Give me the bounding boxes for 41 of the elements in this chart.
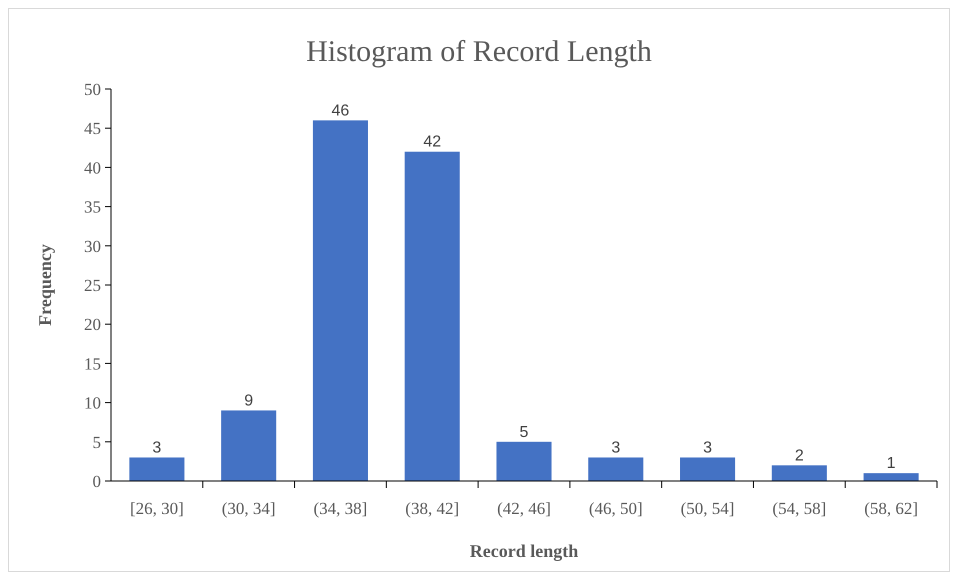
y-tick-label: 40 [84,158,101,178]
data-label: 2 [794,447,804,464]
bar [864,473,919,481]
x-axis-title: Record length [470,541,578,561]
y-tick-label: 35 [84,198,101,217]
bar [772,465,827,481]
data-label: 9 [244,392,254,410]
y-tick-label: 0 [92,472,101,491]
y-tick-label: 45 [84,119,101,138]
bar [680,457,736,481]
y-tick-label: 50 [84,80,101,99]
data-label: 1 [886,455,896,472]
y-tick-label: 5 [92,432,101,452]
chart-title: Histogram of Record Length [306,35,652,68]
data-label: 3 [152,439,162,456]
x-tick-label: (38, 42] [405,499,460,518]
x-tick-label: (30, 34] [222,499,276,518]
data-label: 3 [703,439,712,456]
x-tick-label: (54, 58] [772,499,826,518]
bar [404,152,460,481]
y-tick-label: 10 [84,394,101,413]
y-tick-label: 30 [84,236,101,256]
bar [496,442,552,481]
data-label: 46 [332,102,350,120]
x-tick-label: (42, 46] [497,499,551,518]
x-tick-label: (46, 50] [588,499,643,518]
y-tick-label: 25 [84,276,101,295]
bar [588,457,644,481]
y-tick-label: 20 [84,315,101,334]
data-label: 42 [423,134,442,151]
x-tick-label: [26, 30] [130,499,184,518]
y-tick-label: 15 [84,354,101,374]
bar [221,410,276,481]
x-tick-label: (50, 54] [680,499,734,518]
bar [312,120,368,481]
x-tick-label: (58, 62] [864,499,918,518]
bar [129,457,184,481]
data-label: 5 [520,424,529,441]
x-tick-label: (34, 38] [314,499,368,518]
data-label: 3 [611,439,620,456]
y-axis-title: Frequency [35,244,55,326]
